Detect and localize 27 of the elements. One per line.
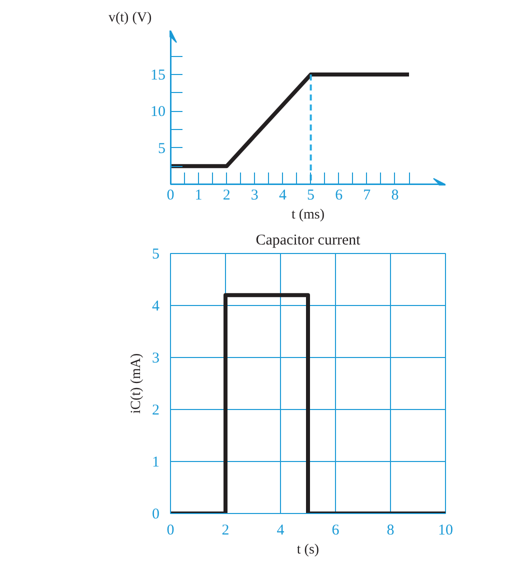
x-tick-label: 7 [363, 188, 372, 204]
x-tick-label: 3 [250, 188, 258, 204]
y-axis-title: v(t) (V) [108, 10, 152, 26]
x-tick-label: 4 [278, 188, 287, 204]
y-tick-label: 5 [158, 140, 166, 157]
x-tick-label: 2 [222, 188, 230, 204]
y-axis-title: iC(t) (mA) [129, 353, 144, 414]
y-tick-label: 4 [152, 298, 160, 314]
x-tick-label: 8 [391, 188, 399, 204]
x-axis-title: t (s) [296, 542, 320, 558]
y-tick-label: 0 [152, 506, 160, 522]
x-tick-label: 1 [194, 188, 202, 204]
x-tick-label: 2 [222, 522, 230, 538]
x-tick-label: 6 [335, 188, 344, 204]
x-tick-label: 4 [276, 522, 285, 538]
chart-title: Capacitor current [256, 232, 362, 248]
x-tick-label: 8 [386, 522, 394, 538]
y-tick-label: 3 [152, 350, 160, 366]
y-tick-label: 5 [152, 246, 160, 262]
y-tick-label: 10 [150, 104, 166, 120]
y-tick-label: 15 [150, 68, 166, 84]
y-tick-label: 2 [152, 402, 160, 418]
x-tick-label: 5 [307, 188, 315, 204]
x-tick-label: 6 [332, 522, 340, 538]
y-tick-label: 1 [152, 454, 160, 470]
x-tick-label: 10 [438, 522, 453, 538]
x-axis-title: t (ms) [291, 208, 325, 222]
